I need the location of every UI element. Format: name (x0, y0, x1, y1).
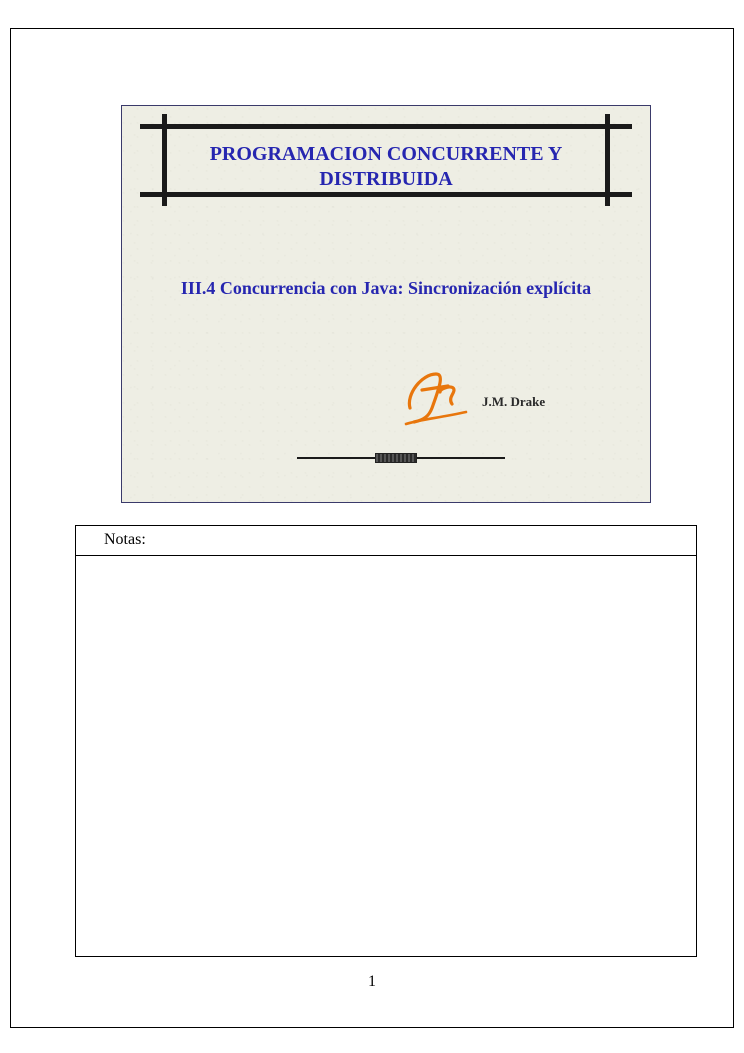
course-title-line1: PROGRAMACION CONCURRENTE Y (210, 143, 563, 165)
slide-panel: PROGRAMACION CONCURRENTE Y DISTRIBUIDA I… (121, 105, 651, 503)
author-row: J.M. Drake (122, 364, 650, 434)
title-top-bar (140, 124, 632, 129)
page-number: 1 (11, 973, 733, 991)
title-bottom-bar (140, 192, 632, 197)
bottom-knob (375, 453, 417, 463)
course-title-line2: DISTRIBUIDA (319, 168, 452, 190)
notes-box: Notas: (75, 525, 697, 957)
slide-subtitle: III.4 Concurrencia con Java: Sincronizac… (122, 278, 650, 299)
ctr-logo-icon (402, 364, 472, 430)
author-name: J.M. Drake (482, 394, 545, 410)
slide-bottom-decoration (297, 452, 505, 466)
title-frame: PROGRAMACION CONCURRENTE Y DISTRIBUIDA (140, 114, 632, 206)
course-title: PROGRAMACION CONCURRENTE Y DISTRIBUIDA (140, 142, 632, 192)
page-frame: PROGRAMACION CONCURRENTE Y DISTRIBUIDA I… (10, 28, 734, 1028)
notes-header: Notas: (76, 526, 696, 556)
